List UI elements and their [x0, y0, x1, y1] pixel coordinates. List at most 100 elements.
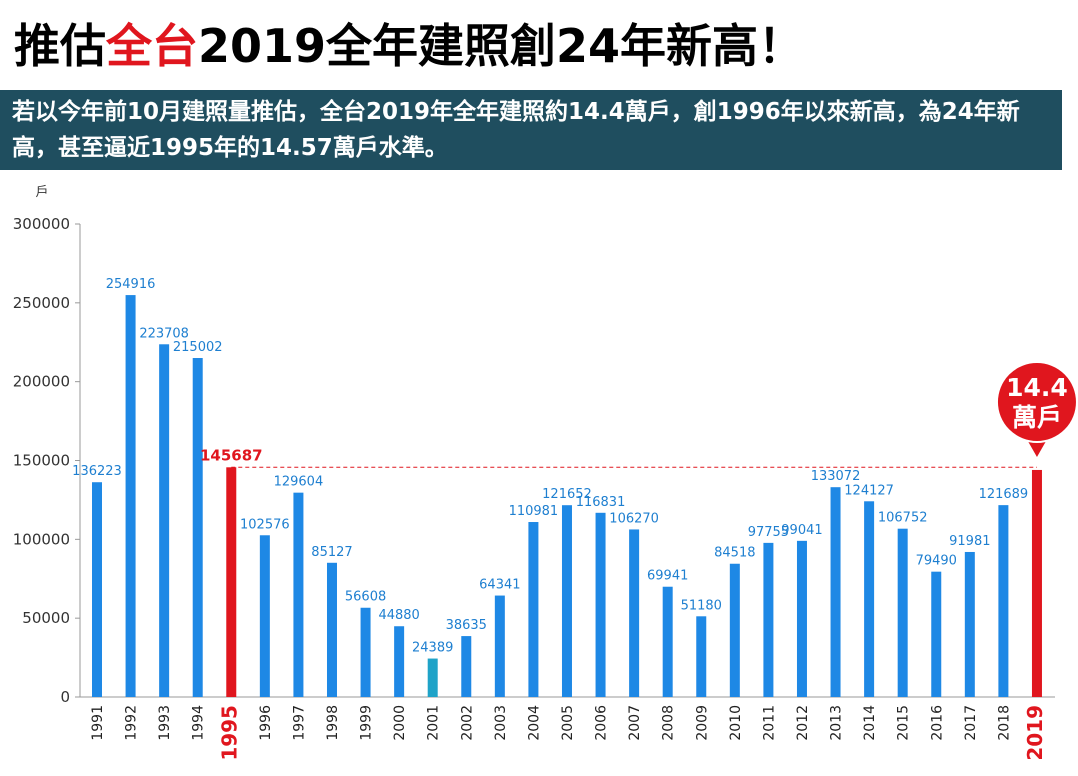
- bar: [998, 505, 1009, 697]
- bar: [763, 542, 774, 697]
- x-tick-label: 1996: [258, 705, 274, 741]
- data-label: 124127: [844, 483, 894, 498]
- bar: [461, 636, 472, 697]
- data-label: 254916: [106, 277, 156, 292]
- data-label: 56608: [345, 590, 386, 605]
- y-axis-label: 戶: [35, 185, 48, 200]
- x-tick-label: 2011: [761, 705, 777, 741]
- bar: [394, 626, 405, 697]
- data-label: 121652: [542, 487, 592, 502]
- bar: [92, 482, 102, 697]
- x-tick-label: 2001: [426, 705, 442, 741]
- bar: [226, 467, 237, 697]
- y-tick-label: 0: [60, 688, 70, 706]
- bar: [125, 295, 136, 697]
- data-label: 51180: [681, 598, 722, 613]
- data-label: 121689: [979, 487, 1029, 502]
- data-label: 215002: [173, 340, 223, 355]
- title-part: 全台: [106, 19, 198, 73]
- data-label: 106270: [609, 511, 659, 526]
- data-label: 145687: [200, 446, 263, 464]
- annotation-text: 14.4: [1006, 373, 1068, 402]
- data-label: 223708: [139, 326, 189, 341]
- bar: [662, 586, 673, 697]
- x-tick-label: 1995: [217, 705, 241, 761]
- x-tick-label: 1991: [90, 705, 106, 741]
- x-tick-label: 2008: [661, 705, 677, 741]
- data-label: 116831: [576, 495, 626, 510]
- data-label: 24389: [412, 641, 453, 656]
- data-label: 99041: [781, 523, 822, 538]
- bar: [159, 344, 170, 697]
- x-tick-label: 2004: [526, 705, 542, 741]
- bar: [427, 658, 438, 697]
- annotation-text: 萬戶: [1012, 403, 1062, 432]
- y-tick-label: 50000: [22, 609, 70, 627]
- chart-subtitle: 若以今年前10月建照量推估，全台2019年全年建照約14.4萬戶，創1996年以…: [0, 90, 1062, 170]
- y-tick-label: 200000: [13, 373, 70, 391]
- x-tick-label: 1998: [325, 705, 341, 741]
- bar: [528, 522, 539, 697]
- bar: [931, 571, 942, 697]
- y-tick-label: 150000: [13, 452, 70, 470]
- data-label: 97755: [748, 525, 789, 540]
- bar: [897, 528, 908, 697]
- title-part: 2019全年建照創24年新高！: [198, 19, 805, 73]
- y-tick-label: 300000: [13, 215, 70, 233]
- x-tick-label: 2017: [963, 705, 979, 741]
- x-tick-label: 1999: [359, 705, 375, 741]
- data-label: 136223: [72, 464, 122, 479]
- bar: [293, 492, 304, 697]
- bar: [326, 562, 337, 697]
- x-tick-label: 2018: [996, 705, 1012, 741]
- data-label: 44880: [378, 608, 419, 623]
- bar: [696, 616, 707, 697]
- bar: [796, 540, 807, 697]
- bar: [360, 607, 371, 697]
- x-tick-label: 2000: [392, 705, 408, 741]
- y-tick-label: 100000: [13, 530, 70, 548]
- bar: [1031, 469, 1042, 697]
- y-tick-label: 250000: [13, 294, 70, 312]
- x-tick-label: 2009: [694, 705, 710, 741]
- bar: [864, 501, 875, 697]
- bar: [729, 563, 740, 697]
- x-tick-label: 2007: [627, 705, 643, 741]
- x-tick-label: 2005: [560, 705, 576, 741]
- data-label: 85127: [311, 545, 352, 560]
- bar: [561, 505, 572, 697]
- x-tick-label: 2003: [493, 705, 509, 741]
- data-label: 129604: [274, 475, 324, 490]
- x-tick-label: 2012: [795, 705, 811, 741]
- x-tick-label: 1993: [157, 705, 173, 741]
- data-label: 38635: [446, 618, 487, 633]
- bar: [192, 358, 203, 697]
- x-tick-label: 2013: [829, 705, 845, 741]
- x-tick-label: 2010: [728, 705, 744, 741]
- x-tick-label: 2002: [459, 705, 475, 741]
- bar: [494, 595, 505, 697]
- data-label: 64341: [479, 578, 520, 593]
- bar: [629, 529, 640, 697]
- x-tick-label: 2006: [594, 705, 610, 741]
- data-label: 79490: [916, 554, 957, 569]
- bar: [964, 551, 975, 697]
- data-label: 91981: [949, 534, 990, 549]
- bar: [595, 512, 606, 697]
- title-part: 推估: [14, 19, 106, 73]
- data-label: 106752: [878, 511, 928, 526]
- bar: [830, 487, 841, 697]
- x-tick-label: 1997: [291, 705, 307, 741]
- annotation-bubble: [995, 360, 1078, 443]
- data-label: 102576: [240, 517, 290, 532]
- data-label: 69941: [647, 569, 688, 584]
- x-tick-label: 2014: [862, 705, 878, 741]
- x-tick-label: 2015: [896, 705, 912, 741]
- chart-title: 推估全台2019全年建照創24年新高！: [14, 10, 804, 76]
- data-label: 133072: [811, 469, 861, 484]
- bar: [259, 535, 270, 697]
- x-tick-label: 1992: [124, 705, 140, 741]
- data-label: 84518: [714, 546, 755, 561]
